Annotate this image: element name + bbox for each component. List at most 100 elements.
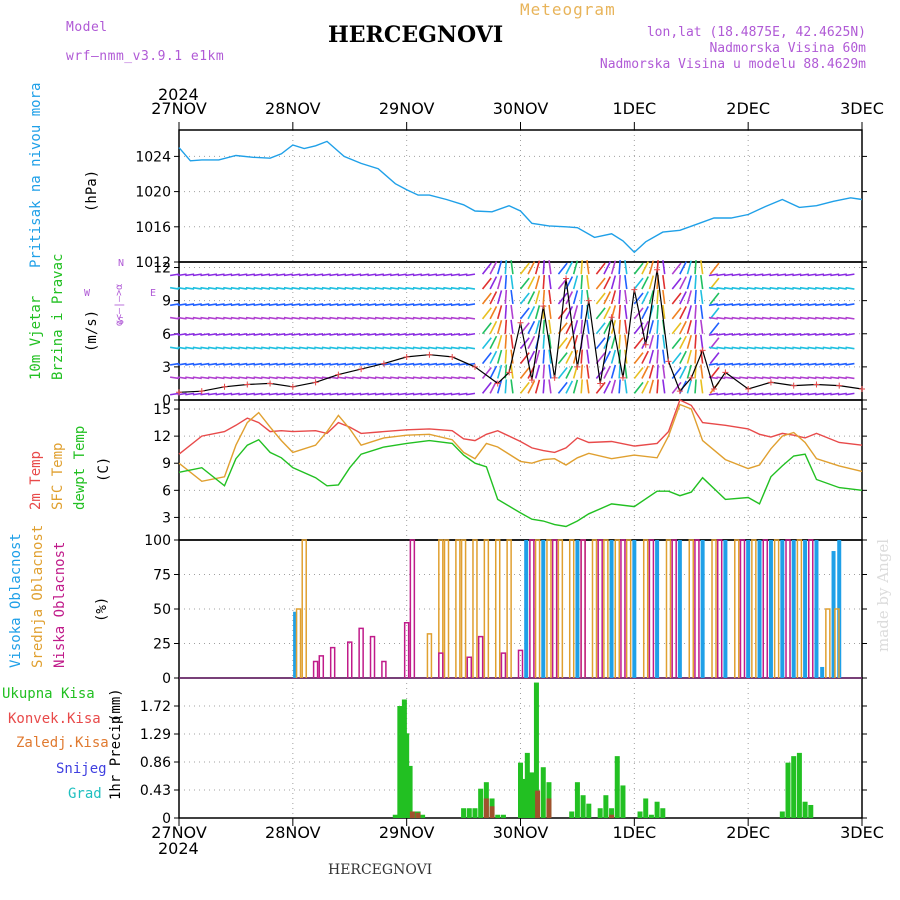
wind-arrow [686, 320, 692, 334]
wind-arrow [185, 303, 195, 307]
wind-gust-mark [494, 380, 501, 387]
wind-arrow [329, 303, 339, 307]
wind-arrow [723, 273, 734, 277]
wind-arrow [777, 346, 787, 350]
wind-arrow [450, 332, 460, 336]
wind-arrow [557, 337, 568, 350]
wind-arrow [283, 362, 293, 366]
wind-arrow [352, 316, 362, 320]
wind-arrow [656, 319, 659, 334]
wind-arrow [314, 346, 324, 350]
precip-frozen-bar [489, 806, 495, 818]
wind-arrow [261, 392, 271, 396]
wind-arrow [329, 346, 339, 350]
wind-arrow [321, 273, 331, 277]
day-label-bottom: 2DEC [726, 823, 770, 842]
wind-gust-mark [654, 266, 661, 273]
precip-bar [808, 804, 814, 818]
wind-arrow [686, 290, 692, 305]
wind-arrow [671, 307, 682, 320]
precip-bar [785, 762, 791, 818]
wind-arrow [329, 332, 339, 336]
wind-arrow [799, 332, 809, 336]
wind-arrow [603, 350, 612, 364]
wind-arrow [595, 322, 606, 335]
wind-arrow [223, 332, 233, 336]
cloud-bar-high [780, 540, 785, 678]
cloud-bar-high [575, 540, 580, 678]
wind-arrow [489, 291, 498, 305]
wind-arrow [321, 392, 331, 396]
wind-arrow [238, 332, 248, 336]
cloud-bar-high [655, 540, 660, 678]
wind-arrow [435, 332, 445, 336]
wind-arrow [746, 273, 756, 277]
precip-bar [524, 752, 530, 818]
wind-arrow [519, 277, 530, 290]
wind-arrow [603, 276, 612, 290]
wind-gust-mark [244, 381, 251, 388]
wind-arrow [374, 316, 385, 320]
wind-arrow [527, 261, 536, 275]
wind-arrow [746, 362, 756, 366]
wind-arrow [822, 286, 832, 290]
wind-arrow [746, 392, 756, 396]
wind-arrow [504, 319, 508, 334]
wind-arrow [192, 376, 202, 380]
wind-arrow [283, 286, 293, 290]
model-value: wrf–nmm_v3.9.1 e1km [66, 49, 225, 64]
wind-arrow [671, 322, 682, 335]
wind-arrow [352, 332, 362, 336]
wind-arrow [412, 376, 422, 380]
day-label-top: 28NOV [265, 99, 321, 118]
wind-arrow [314, 392, 324, 396]
wind-arrow [428, 376, 438, 380]
wind-arrow [586, 275, 590, 290]
wind-arrow [716, 332, 726, 336]
wind-arrow [830, 362, 840, 366]
cloud-bar-mid [426, 633, 433, 678]
wind-arrow [443, 376, 453, 380]
wind-gust-mark [665, 358, 672, 365]
wind-arrow [321, 303, 331, 307]
cloud-bar-mid [301, 539, 307, 678]
wind-gust-mark [790, 382, 797, 389]
y-tick-label: 1.29 [140, 727, 171, 743]
wind-arrow [746, 376, 756, 380]
wind-arrow [723, 303, 734, 307]
wind-arrow [815, 303, 825, 307]
lonlat-label: lon,lat (18.4875E, 42.4625N) [646, 25, 866, 40]
wind-arrow [662, 349, 666, 364]
wind-arrow [169, 286, 180, 290]
wind-arrow [662, 334, 666, 349]
y-tick-label: 1020 [135, 185, 171, 201]
wind-arrow [374, 273, 385, 277]
wind-arrow [253, 376, 263, 380]
wind-gust-mark [722, 369, 729, 376]
wind-arrow [405, 346, 415, 350]
wind-arrow [792, 273, 802, 277]
wind-arrow [390, 392, 400, 396]
wind-arrow [527, 306, 536, 320]
wind-arrow [769, 286, 779, 290]
wind-arrow [542, 334, 546, 349]
wind-arrow [746, 332, 756, 336]
wind-arrow [527, 380, 536, 394]
cloud-bar-low [597, 539, 603, 678]
wind-arrow [648, 275, 655, 290]
wind-arrow [723, 286, 734, 290]
wind-arrow [291, 392, 301, 396]
wind-arrow [610, 364, 617, 379]
wind-gust-mark [859, 385, 865, 392]
wind-arrow [519, 367, 530, 379]
precip-bar [574, 782, 580, 818]
wind-arrow [504, 349, 508, 364]
model-label: Model [66, 20, 108, 35]
wind-arrow [662, 304, 666, 319]
wind-arrow [815, 392, 825, 396]
wind-arrow [268, 376, 278, 380]
wind-arrow [458, 286, 468, 290]
day-label-bottom: 28NOV [265, 823, 321, 842]
cloud-bar-low [620, 539, 626, 678]
